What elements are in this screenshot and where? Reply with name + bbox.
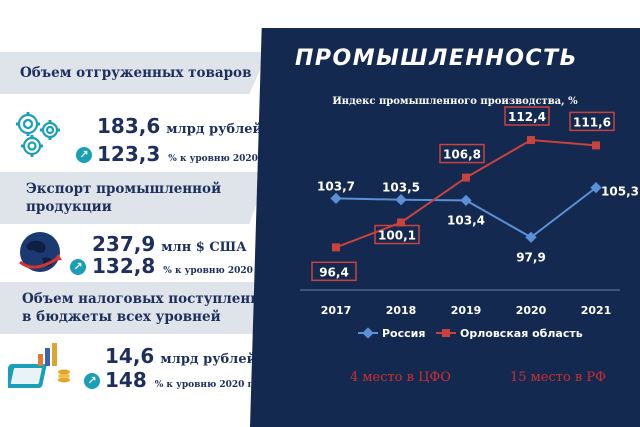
gears-icon — [10, 108, 68, 160]
data-point — [590, 181, 602, 194]
shipped-value: 183,6 — [97, 114, 161, 138]
data-point — [527, 136, 535, 145]
data-label-box — [504, 106, 550, 126]
x-tick-label: 2021 — [581, 304, 612, 317]
industry-panel — [250, 28, 640, 427]
export-unit: млн $ США — [161, 240, 247, 255]
data-point — [397, 218, 405, 227]
data-point — [332, 243, 340, 252]
data-label: 103,4 — [447, 213, 485, 227]
shipped-goods-banner: Объем отгруженных товаров — [0, 52, 268, 94]
export-growth-row: 132,8 % к уровню 2020 г. — [92, 254, 265, 278]
data-point — [525, 231, 537, 243]
data-label: 111,6 — [573, 115, 611, 129]
export-growth: 132,8 — [92, 254, 156, 278]
globe-icon — [12, 228, 68, 276]
chart-title: Индекс промышленного производства, % — [332, 96, 578, 107]
data-label: 112,4 — [508, 110, 546, 124]
export-banner: Экспорт промышленной продукции — [0, 172, 268, 224]
data-point — [330, 192, 342, 205]
data-label: 105,3 — [601, 185, 639, 199]
industrial-index-chart: 2017 2018 2019 2020 2021 103,7 103,5 103,4 97,9 1… — [300, 106, 639, 340]
growth-arrow-icon: ↗ — [70, 259, 86, 275]
x-tick-label: 2017 — [321, 304, 352, 317]
data-point — [395, 194, 407, 206]
data-label: 106,8 — [443, 148, 481, 162]
shipped-unit: млрд рублей — [166, 122, 263, 137]
legend-orel-label: Орловская область — [460, 327, 583, 340]
shipped-goods-title: Объем отгруженных товаров — [20, 65, 252, 81]
panel-title: ПРОМЫШЛЕННОСТЬ — [295, 46, 578, 71]
export-value: 237,9 — [92, 232, 156, 256]
data-label: 103,7 — [317, 179, 355, 193]
taxes-growth-note: % к уровню 2020 г. — [154, 380, 257, 390]
x-tick-label: 2020 — [516, 304, 547, 317]
legend-russia-label: Россия — [382, 327, 425, 340]
export-title-line2: продукции — [26, 199, 112, 215]
taxes-banner: Объем налоговых поступлений в бюджеты вс… — [0, 282, 285, 334]
x-tick-label: 2018 — [386, 304, 417, 317]
export-title-line1: Экспорт промышленной — [26, 181, 222, 197]
x-tick-label: 2019 — [451, 304, 482, 317]
data-label: 100,1 — [378, 229, 416, 243]
taxes-title-line2: в бюджеты всех уровней — [22, 309, 221, 325]
taxes-value-row: 14,6 млрд рублей — [105, 344, 256, 368]
export-growth-note: % к уровню 2020 г. — [163, 266, 265, 276]
growth-arrow-icon: ↗ — [84, 373, 100, 389]
shipped-growth: 123,3 — [97, 142, 161, 166]
taxes-value: 14,6 — [105, 344, 155, 368]
taxes-title-line1: Объем налоговых поступлений — [22, 291, 271, 307]
legend-russia-marker — [362, 327, 374, 339]
data-label-box — [374, 224, 420, 245]
data-point — [592, 141, 600, 150]
taxes-unit: млрд рублей — [160, 352, 257, 367]
data-label-box — [439, 143, 485, 164]
export-value-row: 237,9 млн $ США — [92, 232, 247, 256]
legend-orel-marker — [442, 329, 450, 337]
growth-arrow-icon: ↗ — [76, 147, 92, 163]
shipped-value-row: 183,6 млрд рублей — [97, 114, 262, 138]
data-label: 103,5 — [382, 181, 420, 195]
data-label-box — [311, 261, 357, 282]
rank-rf: 15 место в РФ — [510, 370, 606, 385]
data-point — [460, 194, 472, 207]
taxes-growth: 148 — [105, 368, 147, 392]
tablet-chart-icon — [4, 340, 74, 392]
data-label-box — [569, 111, 615, 132]
data-label: 97,9 — [516, 250, 546, 264]
data-label: 96,4 — [319, 265, 349, 279]
taxes-growth-row: 148 % к уровню 2020 г. — [105, 368, 256, 392]
shipped-growth-note: % к уровню 2020 г. — [168, 154, 270, 164]
data-point — [462, 173, 470, 182]
rank-cfo: 4 место в ЦФО — [350, 370, 451, 385]
shipped-growth-row: 123,3 % к уровню 2020 г. — [97, 142, 270, 166]
